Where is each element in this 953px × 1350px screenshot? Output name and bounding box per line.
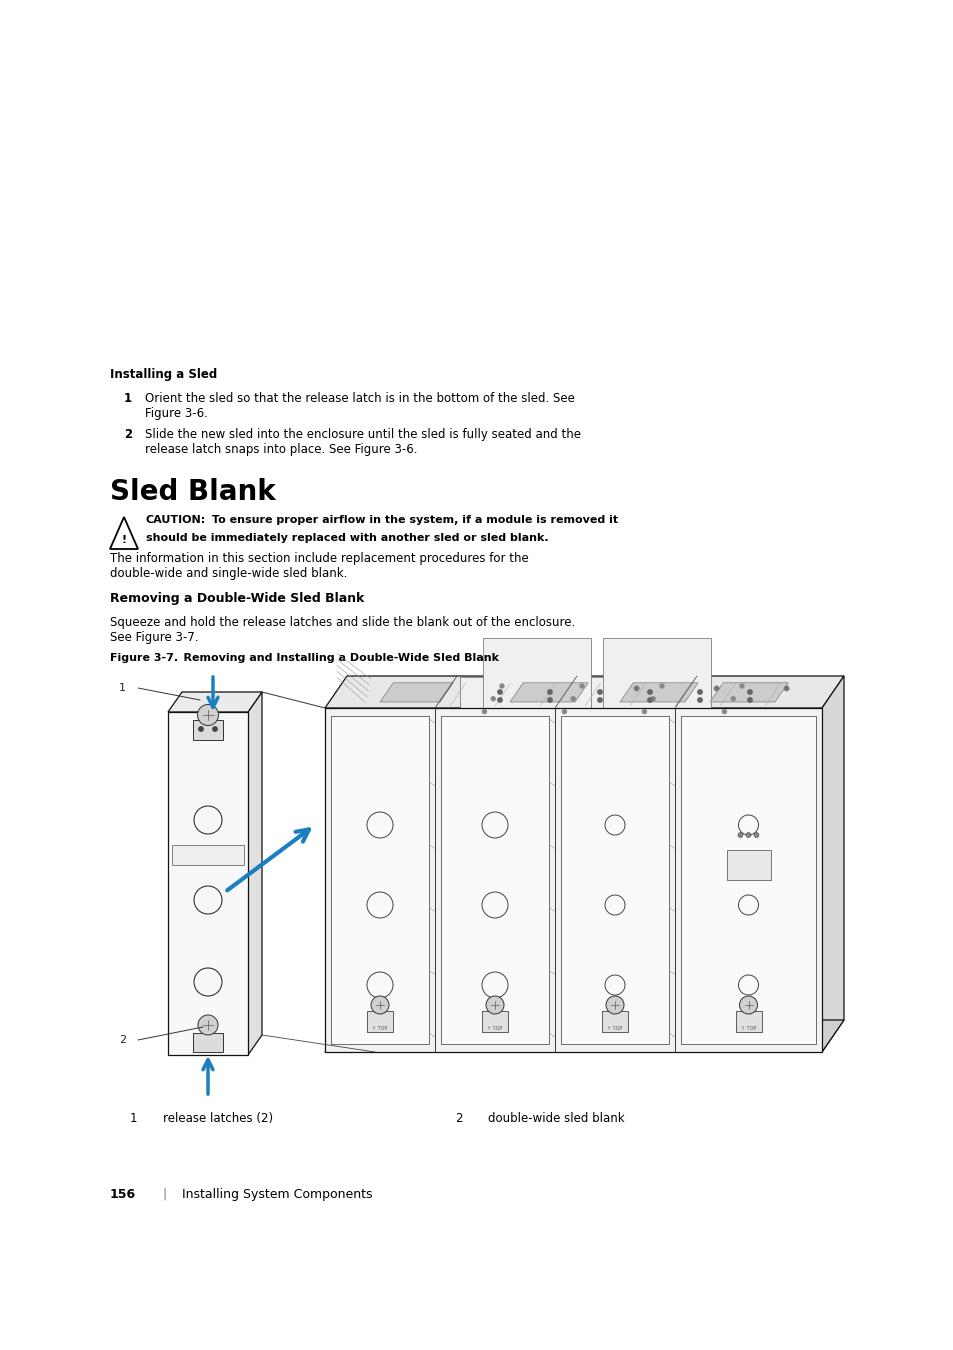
Polygon shape xyxy=(325,1021,843,1052)
Text: 2: 2 xyxy=(455,1112,462,1125)
Text: To ensure proper airflow in the system, if a module is removed it: To ensure proper airflow in the system, … xyxy=(208,514,618,525)
Circle shape xyxy=(598,690,601,694)
Text: Removing a Double-Wide Sled Blank: Removing a Double-Wide Sled Blank xyxy=(110,593,364,605)
Polygon shape xyxy=(560,716,668,1044)
Circle shape xyxy=(497,698,501,702)
Text: Installing System Components: Installing System Components xyxy=(182,1188,372,1202)
Circle shape xyxy=(783,686,788,691)
Polygon shape xyxy=(193,720,223,740)
Circle shape xyxy=(647,690,652,694)
Text: ↑ TOP: ↑ TOP xyxy=(487,1026,502,1030)
Polygon shape xyxy=(601,1011,627,1031)
Circle shape xyxy=(605,996,623,1014)
Polygon shape xyxy=(168,693,262,711)
Polygon shape xyxy=(379,683,453,702)
Text: 1: 1 xyxy=(119,683,126,693)
Circle shape xyxy=(562,710,566,714)
Circle shape xyxy=(721,710,725,714)
Circle shape xyxy=(740,684,743,688)
Text: |: | xyxy=(162,1188,166,1202)
Circle shape xyxy=(641,710,646,714)
Circle shape xyxy=(697,690,701,694)
Circle shape xyxy=(198,726,203,732)
Text: 1: 1 xyxy=(124,392,132,405)
Text: Figure 3-7.: Figure 3-7. xyxy=(110,653,178,663)
Circle shape xyxy=(753,833,759,837)
Polygon shape xyxy=(510,683,588,702)
Circle shape xyxy=(497,690,501,694)
Polygon shape xyxy=(821,676,843,1052)
Circle shape xyxy=(499,684,503,688)
Polygon shape xyxy=(579,676,687,1004)
Polygon shape xyxy=(440,716,548,1044)
Text: 156: 156 xyxy=(110,1188,136,1202)
Polygon shape xyxy=(172,845,244,865)
Text: Sled Blank: Sled Blank xyxy=(110,478,275,506)
Text: Slide the new sled into the enclosure until the sled is fully seated and the
rel: Slide the new sled into the enclosure un… xyxy=(145,428,580,456)
Text: release latches (2): release latches (2) xyxy=(148,1112,273,1125)
Text: !: ! xyxy=(121,535,127,545)
Polygon shape xyxy=(680,716,815,1044)
Circle shape xyxy=(739,996,757,1014)
Circle shape xyxy=(198,1015,218,1035)
Text: should be immediately replaced with another sled or sled blank.: should be immediately replaced with anot… xyxy=(146,532,548,543)
Text: Squeeze and hold the release latches and slide the blank out of the enclosure.
S: Squeeze and hold the release latches and… xyxy=(110,616,575,644)
Circle shape xyxy=(651,697,655,701)
Circle shape xyxy=(579,684,583,688)
Circle shape xyxy=(491,697,495,701)
Circle shape xyxy=(547,690,552,694)
Polygon shape xyxy=(726,850,770,880)
Polygon shape xyxy=(331,716,429,1044)
Polygon shape xyxy=(325,707,821,1052)
Circle shape xyxy=(697,698,701,702)
Polygon shape xyxy=(602,637,711,965)
Circle shape xyxy=(647,698,652,702)
Polygon shape xyxy=(619,683,698,702)
Text: ↑ TOP: ↑ TOP xyxy=(607,1026,622,1030)
Text: Removing and Installing a Double-Wide Sled Blank: Removing and Installing a Double-Wide Sl… xyxy=(168,653,498,663)
Circle shape xyxy=(598,698,601,702)
Text: double-wide sled blank: double-wide sled blank xyxy=(473,1112,624,1125)
Text: Installing a Sled: Installing a Sled xyxy=(110,369,217,381)
Circle shape xyxy=(571,697,575,701)
Polygon shape xyxy=(735,1011,760,1031)
Circle shape xyxy=(213,726,217,732)
Circle shape xyxy=(738,833,742,837)
Text: 1: 1 xyxy=(130,1112,137,1125)
Polygon shape xyxy=(709,683,787,702)
Polygon shape xyxy=(367,1011,393,1031)
Polygon shape xyxy=(168,711,248,1054)
Polygon shape xyxy=(248,693,262,1054)
Circle shape xyxy=(659,684,663,688)
Text: ↑ TOP: ↑ TOP xyxy=(372,1026,387,1030)
Polygon shape xyxy=(483,637,591,965)
Circle shape xyxy=(485,996,503,1014)
Circle shape xyxy=(547,698,552,702)
Circle shape xyxy=(634,686,639,691)
Circle shape xyxy=(730,697,735,701)
Polygon shape xyxy=(481,1011,507,1031)
Text: ↑ TOP: ↑ TOP xyxy=(740,1026,756,1030)
Text: 2: 2 xyxy=(124,428,132,441)
Circle shape xyxy=(482,710,486,714)
Text: CAUTION:: CAUTION: xyxy=(146,514,206,525)
Text: 2: 2 xyxy=(119,1035,126,1045)
Circle shape xyxy=(197,705,218,725)
Text: Orient the sled so that the release latch is in the bottom of the sled. See
Figu: Orient the sled so that the release latc… xyxy=(145,392,575,420)
Text: The information in this section include replacement procedures for the
double-wi: The information in this section include … xyxy=(110,552,528,580)
Circle shape xyxy=(714,686,718,691)
Polygon shape xyxy=(193,1033,223,1052)
Circle shape xyxy=(747,698,751,702)
Polygon shape xyxy=(325,676,843,707)
Circle shape xyxy=(371,996,389,1014)
Text: ↑ TOP: ↑ TOP xyxy=(199,1022,216,1027)
Circle shape xyxy=(747,690,751,694)
Polygon shape xyxy=(459,676,568,1004)
Circle shape xyxy=(745,833,750,837)
